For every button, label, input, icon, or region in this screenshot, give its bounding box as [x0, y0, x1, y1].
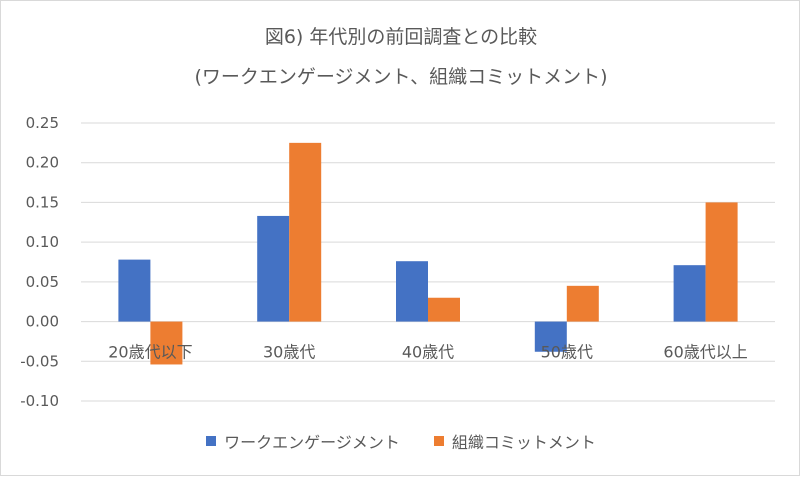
y-tick-label: -0.05: [20, 352, 59, 370]
legend-label-work-engagement: ワークエンゲージメント: [224, 433, 400, 452]
x-category-label: 30歳代: [263, 343, 315, 362]
legend-swatch-org-commitment: [433, 436, 444, 446]
legend-label-org-commitment: 組織コミットメント: [451, 433, 596, 452]
bar-org-commitment-2: [428, 297, 460, 322]
y-tick-label: 0.05: [26, 273, 59, 291]
bar-org-commitment-1: [289, 142, 322, 322]
legend-item-work-engagement: ワークエンゲージメント: [206, 429, 400, 453]
x-category-label: 40歳代: [402, 343, 454, 362]
bar-work-engagement-3: [534, 321, 567, 352]
y-tick-label: 0.20: [26, 154, 59, 172]
chart-title-line-2: (ワークエンゲージメント、組織コミットメント): [194, 66, 608, 88]
chart-title-line-1: 図6) 年代別の前回調査との比較: [264, 26, 538, 48]
bar-work-engagement-4: [673, 265, 706, 322]
bar-work-engagement-1: [257, 215, 290, 322]
x-category-label: 20歳代以下: [108, 343, 192, 362]
x-category-label: 60歳代以上: [663, 343, 747, 362]
bar-org-commitment-3: [566, 285, 599, 322]
y-tick-label: 0.10: [26, 233, 59, 251]
y-tick-label: -0.10: [20, 392, 59, 410]
bar-org-commitment-4: [705, 202, 738, 322]
y-tick-label: 0.25: [26, 114, 59, 132]
y-tick-label: 0.15: [26, 193, 59, 211]
legend-swatch-work-engagement: [206, 436, 217, 446]
bar-work-engagement-0: [118, 259, 151, 322]
y-tick-label: 0.00: [26, 313, 59, 331]
bar-work-engagement-2: [396, 261, 428, 322]
legend-item-org-commitment: 組織コミットメント: [433, 429, 596, 453]
legend: ワークエンゲージメント 組織コミットメント: [1, 429, 800, 453]
x-category-label: 50歳代: [541, 343, 593, 362]
bar-org-commitment-0: [150, 321, 183, 365]
